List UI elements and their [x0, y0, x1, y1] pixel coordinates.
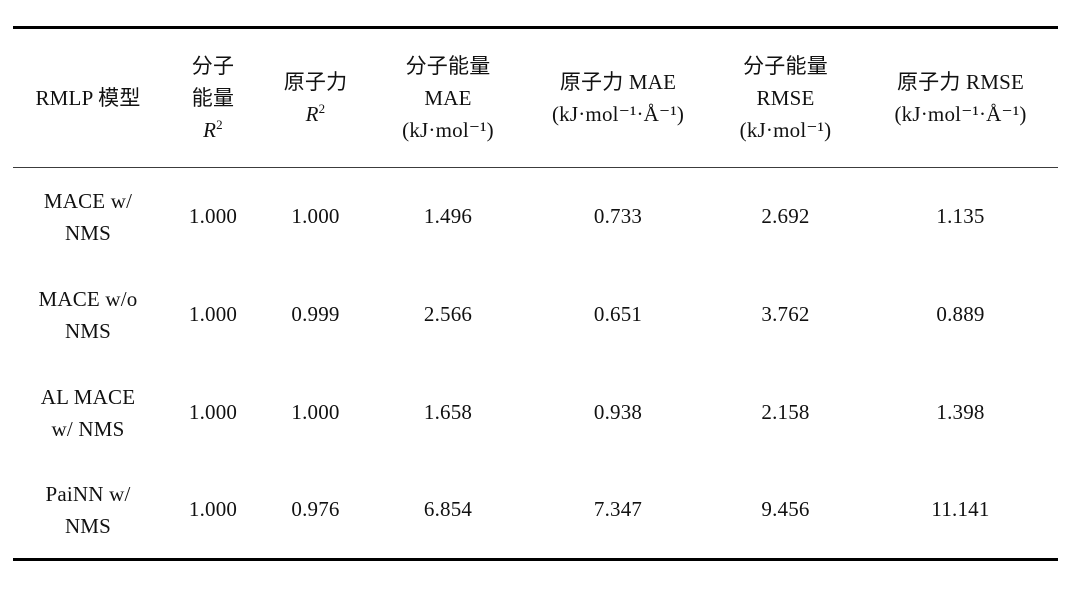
unit-label: (kJ·mol⁻¹·Å⁻¹): [894, 102, 1027, 126]
model-cell: MACE w/ NMS: [43, 188, 133, 245]
value-cell: 0.889: [936, 302, 985, 326]
model-cell: AL MACE w/ NMS: [40, 384, 136, 441]
value-cell: 11.141: [931, 497, 990, 522]
table-header: RMLP 模型 分子 能量 R2 原子力 R2 分子能量 MAE (kJ·mol…: [13, 28, 1058, 168]
rmlp-metrics-table: RMLP 模型 分子 能量 R2 原子力 R2 分子能量 MAE (kJ·mol…: [13, 26, 1058, 561]
table-row-painn-w-nms: PaiNN w/ NMS 1.000 0.976 6.854 7.347 9.4…: [13, 462, 1058, 560]
value-cell: 1.496: [423, 204, 473, 229]
value-cell: 1.000: [188, 497, 238, 522]
value-cell: 1.000: [188, 302, 238, 326]
value-cell: 0.999: [291, 302, 340, 326]
value-cell: 6.854: [423, 497, 473, 522]
rmlp-metrics-table-container: RMLP 模型 分子 能量 R2 原子力 R2 分子能量 MAE (kJ·mol…: [13, 26, 1058, 561]
value-cell: 3.762: [761, 302, 810, 326]
value-cell: 9.456: [761, 497, 810, 522]
value-cell: 1.000: [188, 204, 238, 229]
value-cell: 7.347: [593, 497, 643, 522]
value-cell: 2.692: [761, 204, 810, 229]
value-cell: 2.566: [423, 302, 473, 326]
value-cell: 1.398: [936, 400, 985, 424]
header-force-rmse: 原子力 RMSE (kJ·mol⁻¹·Å⁻¹): [863, 28, 1058, 168]
value-cell: 1.000: [291, 400, 340, 424]
value-cell: 0.938: [593, 400, 643, 424]
header-energy-rmse: 分子能量 RMSE (kJ·mol⁻¹): [708, 28, 863, 168]
unit-label: (kJ·mol⁻¹): [739, 118, 832, 142]
header-row: RMLP 模型 分子 能量 R2 原子力 R2 分子能量 MAE (kJ·mol…: [13, 28, 1058, 168]
header-force-mae: 原子力 MAE (kJ·mol⁻¹·Å⁻¹): [528, 28, 708, 168]
value-cell: 1.658: [423, 400, 473, 424]
r-squared-symbol: R2: [305, 101, 326, 126]
unit-label: (kJ·mol⁻¹·Å⁻¹): [551, 102, 685, 126]
r-squared-symbol: R2: [203, 117, 223, 142]
table-row-mace-w-nms: MACE w/ NMS 1.000 1.000 1.496 0.733 2.69…: [13, 168, 1058, 266]
header-model: RMLP 模型: [13, 28, 163, 168]
value-cell: 1.135: [936, 204, 985, 229]
table-row-al-mace-w-nms: AL MACE w/ NMS 1.000 1.000 1.658 0.938 2…: [13, 364, 1058, 462]
value-cell: 0.976: [291, 497, 340, 522]
header-model-label: RMLP 模型: [35, 86, 141, 110]
table-row-mace-wo-nms: MACE w/o NMS 1.000 0.999 2.566 0.651 3.7…: [13, 266, 1058, 364]
value-cell: 1.000: [188, 400, 238, 424]
model-cell: PaiNN w/ NMS: [45, 481, 131, 538]
value-cell: 1.000: [291, 204, 340, 229]
table-body: MACE w/ NMS 1.000 1.000 1.496 0.733 2.69…: [13, 168, 1058, 560]
value-cell: 0.733: [593, 204, 643, 229]
header-force-r2: 原子力 R2: [263, 28, 368, 168]
header-energy-mae: 分子能量 MAE (kJ·mol⁻¹): [368, 28, 528, 168]
value-cell: 0.651: [593, 302, 643, 326]
model-cell: MACE w/o NMS: [38, 286, 138, 343]
value-cell: 2.158: [761, 400, 810, 424]
header-energy-r2: 分子 能量 R2: [163, 28, 263, 168]
unit-label: (kJ·mol⁻¹): [402, 118, 494, 142]
